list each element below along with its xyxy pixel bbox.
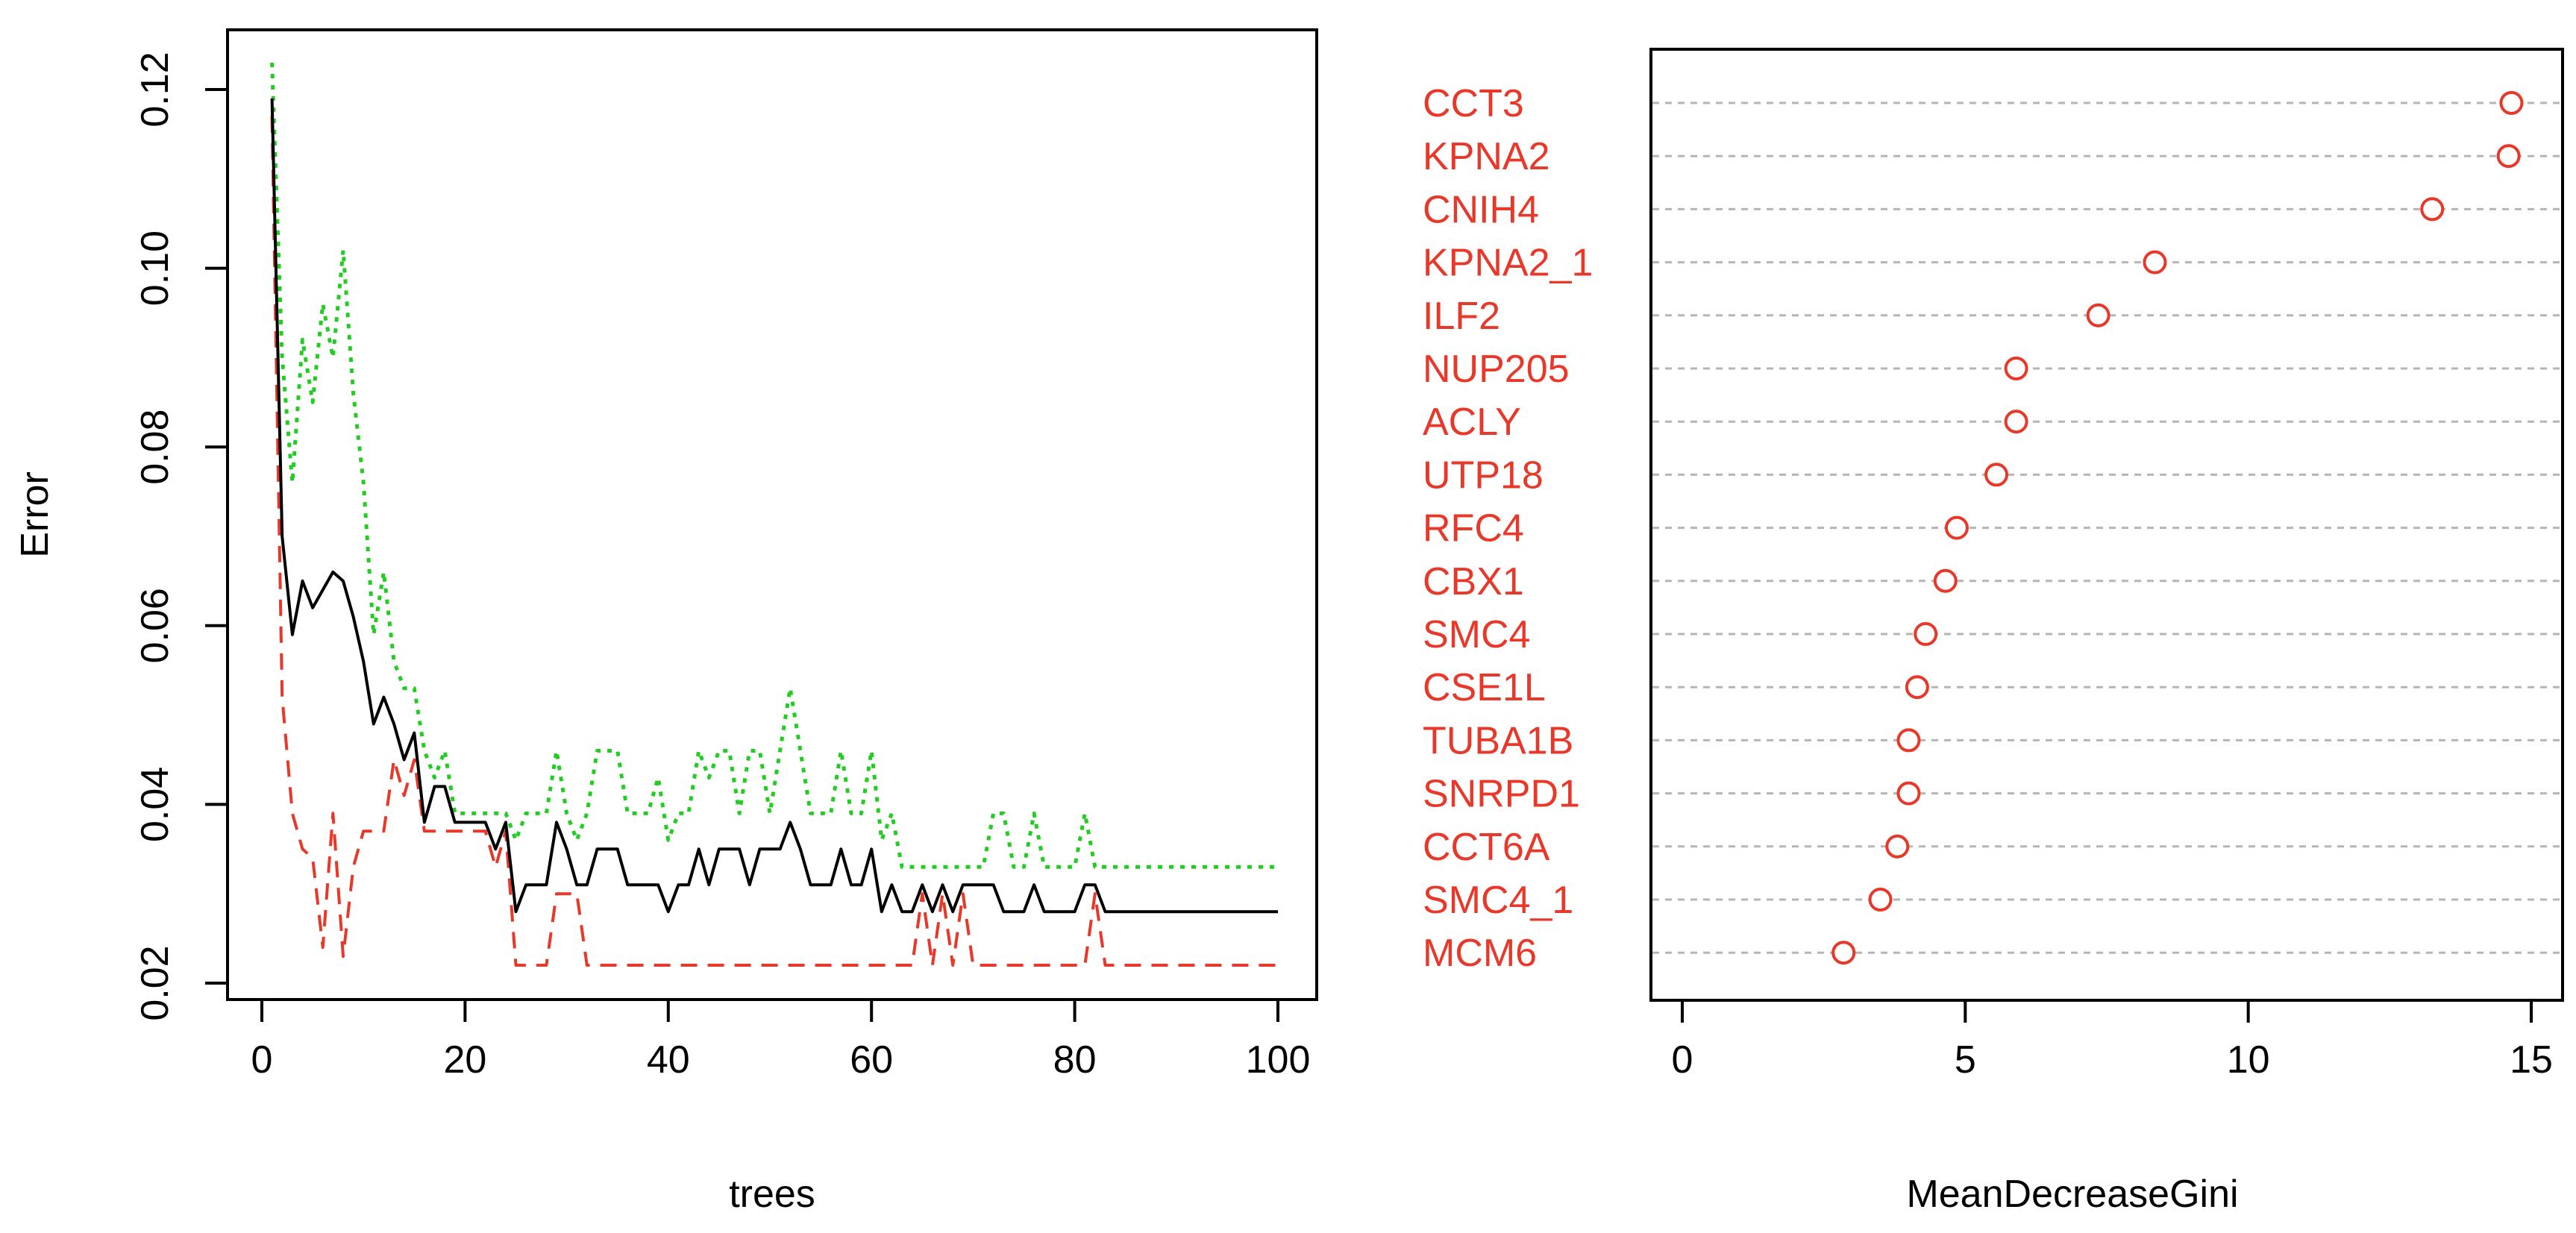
importance-point-nup205 (2004, 357, 2028, 380)
gene-label-cct6a: CCT6A (1423, 826, 1550, 869)
importance-x-tick-label: 0 (1672, 1038, 1693, 1082)
importance-gene-labels: CCT3 KPNA2 CNIH4 KPNA2_1 ILF2 NUP205 ACLY UTP18… (1423, 82, 1593, 975)
importance-point-kpna2 (2496, 144, 2521, 169)
error-y-axis: 0.02 0.04 0.06 0.08 0.10 0.12 (134, 51, 229, 1021)
gene-label-ilf2: ILF2 (1423, 295, 1500, 338)
importance-gridlines (1652, 101, 2561, 954)
variable-importance-panel: CCT3 KPNA2 CNIH4 KPNA2_1 ILF2 NUP205 ACLY UTP18… (1423, 48, 2564, 1216)
gene-label-tuba1b: TUBA1B (1423, 719, 1573, 762)
error-series-class1 (270, 116, 1278, 967)
importance-point-ilf2 (2086, 303, 2110, 327)
importance-point-cbx1 (1933, 568, 1958, 593)
error-y-tick-label: 0.04 (134, 767, 177, 842)
error-rate-panel: 0 20 40 60 80 100 0.02 0.04 0.06 0.08 0.10 0.12 tr… (13, 28, 1318, 1216)
error-y-tick-label: 0.06 (134, 588, 177, 663)
gene-label-cbx1: CBX1 (1423, 560, 1524, 603)
error-x-tick-label: 40 (647, 1038, 690, 1082)
importance-x-tick-label: 5 (1955, 1038, 1976, 1082)
error-x-tick-label: 80 (1053, 1038, 1097, 1082)
importance-point-cct6a (1885, 834, 1910, 859)
gene-label-snrpd1: SNRPD1 (1423, 773, 1580, 816)
gene-label-acly: ACLY (1423, 401, 1521, 444)
importance-x-axis-title: MeanDecreaseGini (1906, 1173, 2238, 1216)
error-y-tick-label: 0.10 (134, 230, 177, 306)
importance-points (1831, 91, 2524, 965)
importance-point-mcm6 (1831, 941, 1856, 965)
error-series-oob (270, 98, 1278, 914)
importance-point-cnih4 (2420, 197, 2445, 222)
gene-label-utp18: UTP18 (1423, 454, 1544, 497)
error-x-tick-label: 60 (850, 1038, 893, 1082)
importance-x-tick-label: 15 (2510, 1038, 2553, 1082)
gene-label-kpna2: KPNA2 (1423, 135, 1550, 178)
importance-point-smc4 (1914, 622, 1938, 646)
error-x-axis: 0 20 40 60 80 100 (251, 998, 1311, 1082)
importance-point-cse1l (1905, 675, 1929, 700)
gene-label-rfc4: RFC4 (1423, 507, 1524, 550)
gene-label-smc4_1: SMC4_1 (1423, 879, 1573, 922)
importance-point-acly (2004, 410, 2028, 434)
error-series-class2 (270, 63, 1278, 869)
error-x-tick-label: 0 (251, 1038, 273, 1082)
error-y-tick-label: 0.08 (134, 410, 177, 485)
importance-point-snrpd1 (1896, 781, 1921, 806)
importance-point-smc4_1 (1868, 888, 1893, 912)
error-plot-frame (226, 28, 1318, 1001)
importance-point-kpna2_1 (2143, 250, 2167, 274)
importance-point-cct3 (2499, 91, 2524, 115)
gene-label-nup205: NUP205 (1423, 348, 1570, 391)
error-x-axis-title: trees (729, 1173, 815, 1216)
gene-label-smc4: SMC4 (1423, 613, 1530, 656)
gene-label-cct3: CCT3 (1423, 82, 1524, 125)
error-series-group (270, 63, 1278, 967)
importance-point-rfc4 (1944, 515, 1969, 540)
error-x-tick-label: 100 (1246, 1038, 1311, 1082)
error-x-tick-label: 20 (443, 1038, 486, 1082)
gene-label-cnih4: CNIH4 (1423, 188, 1539, 231)
gene-label-mcm6: MCM6 (1423, 932, 1537, 975)
error-y-tick-label: 0.02 (134, 945, 177, 1020)
importance-plot-frame (1649, 48, 2564, 1002)
importance-x-axis: 0 5 10 15 (1672, 999, 2553, 1082)
error-y-axis-title: Error (13, 471, 57, 558)
gene-label-kpna2_1: KPNA2_1 (1423, 242, 1593, 285)
importance-point-utp18 (1984, 462, 2009, 487)
importance-x-tick-label: 10 (2227, 1038, 2270, 1082)
importance-point-tuba1b (1896, 728, 1921, 753)
gene-label-cse1l: CSE1L (1423, 666, 1546, 709)
error-y-tick-label: 0.12 (134, 51, 177, 127)
